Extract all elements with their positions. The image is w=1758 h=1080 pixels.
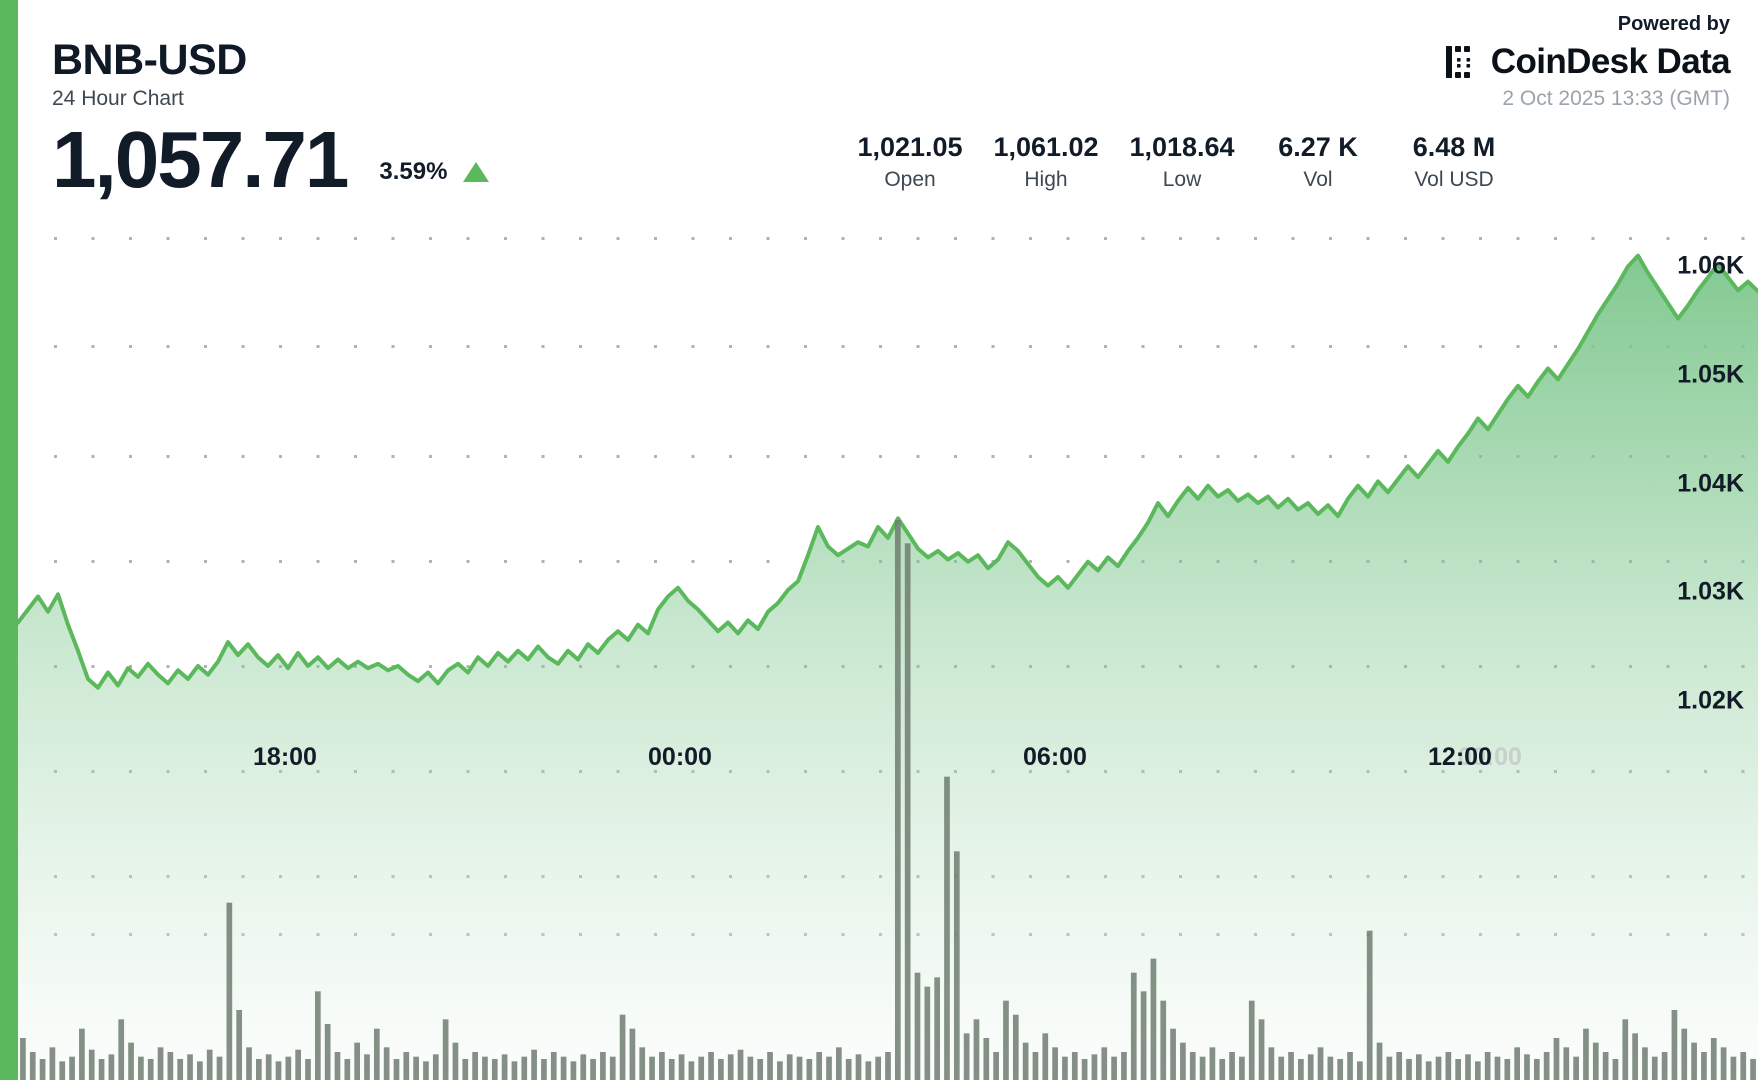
brand-name: CoinDesk Data: [1490, 42, 1731, 81]
stat-value: 6.27 K: [1278, 132, 1358, 162]
stat-vol-usd: 6.48 M Vol USD: [1386, 132, 1522, 192]
x-axis-labels: 00:00 18:00 00:00 06:00 12:00: [18, 215, 1758, 1080]
change-indicator: 3.59%: [379, 158, 490, 198]
price-row: 1,057.71 3.59%: [52, 115, 490, 204]
chart-subtitle: 24 Hour Chart: [52, 87, 184, 111]
y-axis-labels: 1.02K 1.03K 1.04K 1.05K 1.06K: [18, 215, 1758, 1080]
stat-vol: 6.27 K Vol: [1250, 132, 1386, 192]
price-line: [18, 253, 1758, 690]
stat-label: Open: [884, 167, 936, 191]
stat-value: 1,021.05: [857, 132, 963, 162]
powered-by-label: Powered by: [1617, 13, 1730, 35]
brand-block: Powered by: [1310, 12, 1731, 111]
stats-row: 1,021.05 Open 1,061.02 High 1,018.64 Low…: [842, 132, 1522, 192]
stat-value: 6.48 M: [1412, 132, 1496, 162]
x-axis-tick: 00:00: [648, 743, 712, 771]
x-axis-tick: 18:00: [253, 743, 317, 771]
stat-open: 1,021.05 Open: [842, 132, 978, 192]
change-percent: 3.59%: [379, 158, 448, 185]
timestamp: 2 Oct 2025 13:33 (GMT): [1502, 87, 1730, 110]
stat-value: 1,018.64: [1129, 132, 1235, 162]
symbol-block: BNB-USD 24 Hour Chart: [52, 36, 247, 111]
price-area-fill: [18, 255, 1758, 1080]
stat-label: Vol: [1303, 167, 1333, 191]
y-axis-tick: 1.02K: [1677, 686, 1744, 715]
volume-bars: [20, 520, 1756, 1080]
chart-header: BNB-USD 24 Hour Chart 1,057.71 3.59% 1,0…: [0, 0, 1758, 215]
y-axis-tick: 1.06K: [1677, 251, 1744, 280]
stat-label: Vol USD: [1414, 167, 1494, 191]
left-accent-bar: [0, 0, 18, 1080]
coindesk-bracket-icon: [1445, 46, 1470, 78]
x-axis-tick: 12:00: [1428, 743, 1492, 771]
stat-label: High: [1024, 167, 1068, 191]
x-axis-tick: 06:00: [1023, 743, 1087, 771]
current-price: 1,057.71: [52, 115, 349, 204]
triangle-up-icon: [463, 162, 490, 182]
page-title: BNB-USD: [52, 36, 247, 84]
brand-logo: CoinDesk Data: [1310, 42, 1731, 82]
y-axis-tick: 1.03K: [1677, 577, 1744, 606]
stat-high: 1,061.02 High: [978, 132, 1114, 192]
price-volume-chart: [18, 237, 1758, 1080]
x-axis-tick-ghost: 00:00: [1458, 743, 1522, 771]
stat-low: 1,018.64 Low: [1114, 132, 1250, 192]
y-axis-tick: 1.04K: [1677, 469, 1744, 498]
chart-plot-area: 1.02K 1.03K 1.04K 1.05K 1.06K 00:00 18:00 00:0…: [18, 215, 1758, 1080]
y-axis-tick: 1.05K: [1677, 360, 1744, 389]
stat-value: 1,061.02: [993, 132, 1099, 162]
stat-label: Low: [1162, 167, 1202, 191]
